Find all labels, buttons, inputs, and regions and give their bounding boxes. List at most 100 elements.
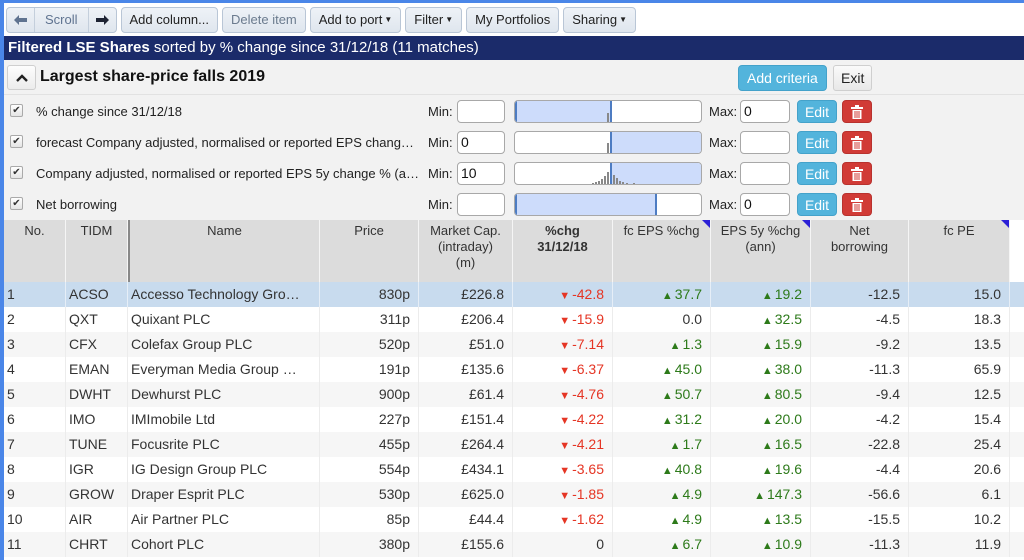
cell-netb: -56.6 (811, 482, 909, 507)
slider-max-handle[interactable] (655, 194, 657, 215)
cell-value: 37.7 (674, 286, 702, 302)
filter-dropdown[interactable]: Filter ▼ (405, 6, 463, 33)
cell-value: -11.3 (869, 536, 900, 552)
column-header-label: %chg (545, 223, 580, 238)
table-row[interactable]: 9 GROW Draper Esprit PLC 530p £625.0 ▼ -1.85 ▲ 4… (4, 482, 1024, 507)
column-header-mcap[interactable]: Market Cap. (intraday) (m) (419, 220, 513, 282)
column-header-no[interactable]: No. (4, 220, 66, 282)
cell-value: 4.9 (682, 511, 702, 527)
cell-eps5y: ▲ 19.6 (711, 457, 811, 482)
cell-value: 65.9 (973, 361, 1001, 377)
delete-criterion-button[interactable] (842, 131, 872, 154)
max-input[interactable]: 0 (740, 100, 790, 123)
sharing-dropdown[interactable]: Sharing ▼ (563, 6, 636, 33)
table-row[interactable]: 6 IMO IMImobile Ltd 227p £151.4 ▼ -4.22 ▲ 31.2 ▲ 2… (4, 407, 1024, 432)
cell-value: Colefax Group PLC (131, 336, 253, 352)
table-row[interactable]: 8 IGR IG Design Group PLC 554p £434.1 ▼ -3.65 ▲… (4, 457, 1024, 482)
add-criteria-button[interactable]: Add criteria (738, 65, 827, 91)
column-header-label: fc EPS %chg (623, 223, 700, 238)
delete-criterion-button[interactable] (842, 100, 872, 123)
cell-value: 85p (386, 511, 410, 527)
table-row[interactable]: 2 QXT Quixant PLC 311p £206.4 ▼ -15.9 0.0 ▲ 32.5 -… (4, 307, 1024, 332)
cell-fceps: ▲ 4.9 (613, 507, 711, 532)
results-title-bold: Filtered LSE Shares (8, 39, 150, 56)
collapse-panel-button[interactable] (7, 65, 36, 90)
cell-netb: -11.3 (811, 357, 909, 382)
cell-value: £155.6 (461, 536, 504, 552)
slider-min-handle[interactable] (515, 194, 517, 215)
arrow-left-icon (14, 14, 27, 25)
column-header-name[interactable]: Name (128, 220, 320, 282)
table-row[interactable]: 7 TUNE Focusrite PLC 455p £264.4 ▼ -4.21 ▲ 1.7 ▲ 1… (4, 432, 1024, 457)
column-header-price[interactable]: Price (320, 220, 419, 282)
min-input[interactable] (457, 193, 505, 216)
slider-max-handle[interactable] (610, 101, 612, 122)
criterion-checkbox[interactable]: ✔ (10, 104, 23, 117)
column-header-fceps[interactable]: fc EPS %chg (613, 220, 711, 282)
up-triangle-icon: ▲ (669, 490, 681, 502)
up-triangle-icon: ▲ (761, 440, 773, 452)
delete-criterion-button[interactable] (842, 162, 872, 185)
histogram-bar (604, 176, 606, 184)
cell-value: -4.4 (875, 461, 900, 477)
column-header-eps5y[interactable]: EPS 5y %chg (ann) (711, 220, 811, 282)
delete-item-button[interactable]: Delete item (222, 6, 306, 33)
range-slider[interactable] (514, 100, 702, 123)
edit-criterion-button[interactable]: Edit (797, 162, 837, 185)
range-slider[interactable] (514, 131, 702, 154)
my-portfolios-button[interactable]: My Portfolios (466, 6, 560, 33)
add-to-port-dropdown[interactable]: Add to port ▼ (309, 6, 402, 33)
slider-min-handle[interactable] (515, 101, 517, 122)
slider-max-handle[interactable] (701, 163, 702, 184)
cell-value: 380p (378, 536, 410, 552)
table-row[interactable]: 10 AIR Air Partner PLC 85p £44.4 ▼ -1.62 ▲ 4.9 ▲ 1… (4, 507, 1024, 532)
cell-value: 15.9 (774, 336, 802, 352)
delete-criterion-button[interactable] (842, 193, 872, 216)
down-triangle-icon: ▼ (559, 515, 571, 527)
criterion-checkbox[interactable]: ✔ (10, 135, 23, 148)
table-row[interactable]: 4 EMAN Everyman Media Group … 191p £135.6 ▼ -6… (4, 357, 1024, 382)
cell-value: 8 (7, 461, 15, 477)
cell-eps5y: ▲ 15.9 (711, 332, 811, 357)
histogram-bar (607, 172, 609, 184)
edit-criterion-button[interactable]: Edit (797, 100, 837, 123)
cell-mcap: £625.0 (419, 482, 513, 507)
up-triangle-icon: ▲ (661, 390, 673, 402)
slider-min-handle[interactable] (610, 132, 612, 153)
max-input[interactable] (740, 162, 790, 185)
table-row[interactable]: 5 DWHT Dewhurst PLC 900p £61.4 ▼ -4.76 ▲ 50.7 ▲ 80… (4, 382, 1024, 407)
cell-eps5y: ▲ 20.0 (711, 407, 811, 432)
exit-button[interactable]: Exit (833, 65, 873, 91)
range-slider[interactable] (514, 162, 702, 185)
column-header-netb[interactable]: Net borrowing (811, 220, 909, 282)
min-input[interactable]: 0 (457, 131, 505, 154)
range-slider[interactable] (514, 193, 702, 216)
max-input[interactable] (740, 131, 790, 154)
min-input[interactable]: 10 (457, 162, 505, 185)
column-header-chg[interactable]: %chg 31/12/18 (513, 220, 613, 282)
column-header-tidm[interactable]: TIDM (66, 220, 128, 282)
criterion-checkbox[interactable]: ✔ (10, 197, 23, 210)
cell-value: 4 (7, 361, 15, 377)
histogram-bar (633, 183, 635, 184)
slider-min-handle[interactable] (610, 163, 612, 184)
down-triangle-icon: ▼ (559, 490, 571, 502)
column-header-label: fc PE (943, 223, 975, 238)
column-info-corner-icon (702, 220, 710, 228)
edit-criterion-button[interactable]: Edit (797, 131, 837, 154)
table-row[interactable]: 1 ACSO Accesso Technology Gro… 830p £226.8 ▼ -… (4, 282, 1024, 307)
scroll-right-button[interactable] (87, 7, 116, 32)
add-column-button[interactable]: Add column... (120, 6, 219, 33)
max-input[interactable]: 0 (740, 193, 790, 216)
slider-max-handle[interactable] (701, 132, 702, 153)
criterion-checkbox[interactable]: ✔ (10, 166, 23, 179)
table-row[interactable]: 11 CHRT Cohort PLC 380p £155.6 0 ▲ 6.7 ▲ 10.9 -11.… (4, 532, 1024, 557)
cell-value: 10.2 (973, 511, 1001, 527)
min-input[interactable] (457, 100, 505, 123)
edit-criterion-button[interactable]: Edit (797, 193, 837, 216)
results-table: No. TIDM Name Price Market Cap. (intraday) (m)… (4, 220, 1024, 560)
column-header-fcpe[interactable]: fc PE (909, 220, 1010, 282)
scroll-left-button[interactable] (7, 7, 35, 32)
up-triangle-icon: ▲ (761, 540, 773, 552)
table-row[interactable]: 3 CFX Colefax Group PLC 520p £51.0 ▼ -7.14 ▲ 1.3… (4, 332, 1024, 357)
